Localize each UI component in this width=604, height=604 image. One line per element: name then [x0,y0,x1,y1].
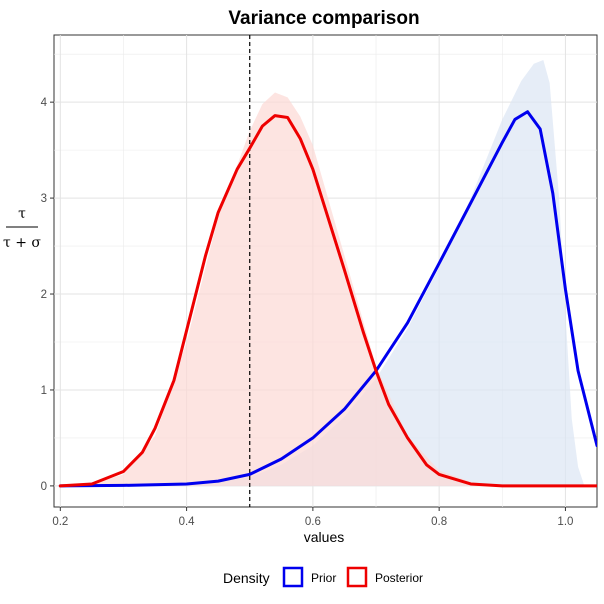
y-axis-title: τ τ + σ [3,206,41,251]
plot-panel [53,34,598,508]
y-tick-label: 3 [41,193,47,205]
y-axis: 0 1 2 3 4 [41,97,54,493]
x-tick-label: 1.0 [557,516,573,528]
x-tick-label: 0.4 [179,516,196,528]
y-tick-label: 1 [41,385,47,397]
y-tick-label: 0 [41,481,47,493]
area-prior [60,59,585,486]
x-tick-label: 0.6 [305,516,321,528]
legend-label-prior: Prior [311,571,336,585]
area-posterior [60,92,503,486]
series-lines [58,110,597,488]
y-tick-label: 2 [41,289,47,301]
line-prior [58,110,597,488]
y-axis-title-numerator: τ [18,206,26,222]
x-tick-label: 0.2 [52,516,68,528]
legend-label-posterior: Posterior [375,571,423,585]
x-axis-title: values [304,529,344,545]
chart-title: Variance comparison [228,8,419,29]
legend-title: Density [223,570,270,586]
x-axis: 0.2 0.4 0.6 0.8 1.0 [52,507,573,528]
x-tick-label: 0.8 [431,516,447,528]
shaded-areas [60,59,585,486]
legend-swatch-posterior [346,566,368,588]
y-axis-title-denominator: τ + σ [3,235,41,251]
legend-swatch-prior [282,566,304,588]
legend: Density Prior Posterior [223,566,423,588]
line-posterior [58,114,597,488]
y-tick-label: 4 [41,97,48,109]
